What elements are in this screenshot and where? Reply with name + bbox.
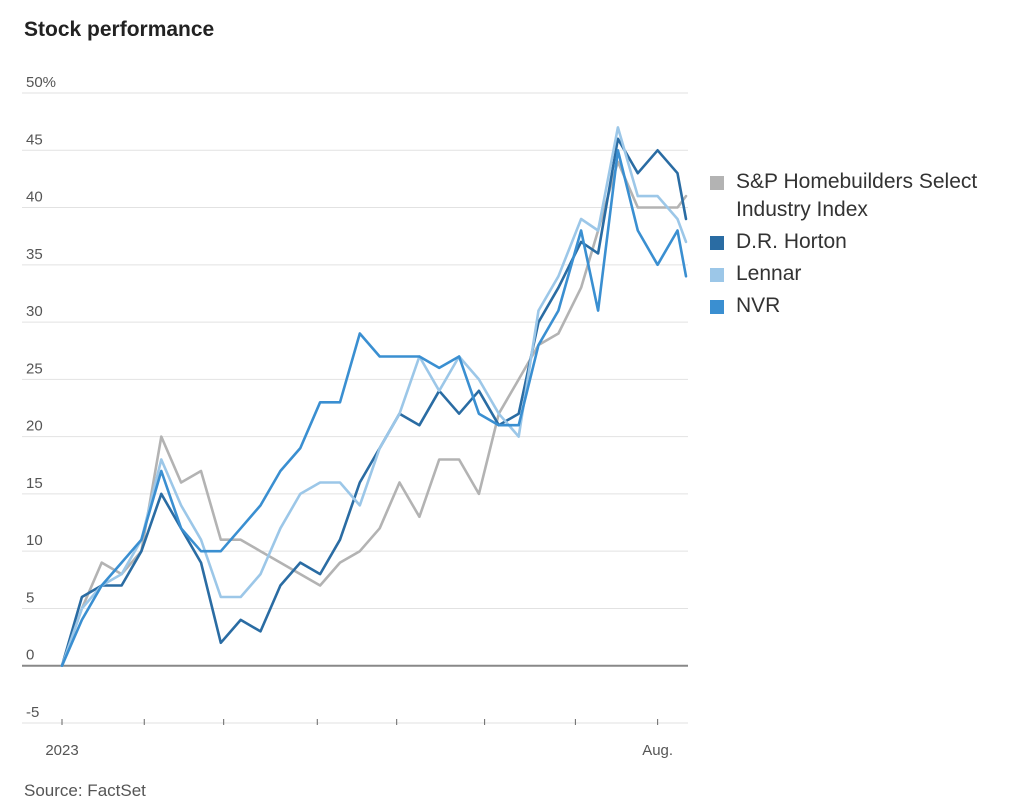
grid (22, 92, 688, 724)
series-line-3 (60, 126, 688, 668)
legend-swatch (710, 176, 724, 190)
y-tick-label: 15 (26, 475, 43, 492)
y-tick-label: 30 (26, 303, 43, 320)
x-tick-label: Aug. (642, 742, 673, 759)
series-line-1 (60, 160, 688, 668)
y-tick-label: 40 (26, 189, 43, 206)
legend-swatch (710, 268, 724, 282)
x-tick-label: 2023 (45, 742, 78, 759)
source-note: Source: FactSet (24, 781, 146, 800)
legend-item: S&P Homebuilders Select Industry Index (710, 168, 1015, 224)
series-line-4 (60, 149, 688, 668)
chart-title: Stock performance (24, 18, 215, 41)
y-tick-label: 50% (26, 74, 56, 91)
legend-swatch (710, 236, 724, 250)
y-tick-label: 5 (26, 589, 34, 606)
y-tick-label: 0 (26, 647, 34, 664)
y-tick-label: 25 (26, 360, 43, 377)
legend-label: D.R. Horton (736, 230, 847, 253)
legend-label: NVR (736, 294, 781, 317)
y-tick-label: 35 (26, 246, 43, 263)
legend-item: NVR (710, 292, 1015, 320)
y-axis: 50% 45 40 35 30 25 20 15 10 5 0 -5 (26, 74, 56, 721)
legend-label: S&P Homebuilders Select Industry Index (736, 170, 978, 221)
series-line-2 (60, 137, 688, 668)
legend: S&P Homebuilders Select Industry Index D.… (710, 168, 1015, 324)
y-tick-label: 45 (26, 131, 43, 148)
legend-swatch (710, 300, 724, 314)
legend-item: Lennar (710, 260, 1015, 288)
legend-label: Lennar (736, 262, 802, 285)
y-tick-label: 20 (26, 418, 43, 435)
y-tick-label: -5 (26, 704, 39, 721)
x-axis: 2023 Aug. (45, 719, 673, 759)
y-tick-label: 10 (26, 532, 43, 549)
series-lines (60, 126, 688, 668)
legend-item: D.R. Horton (710, 228, 1015, 256)
